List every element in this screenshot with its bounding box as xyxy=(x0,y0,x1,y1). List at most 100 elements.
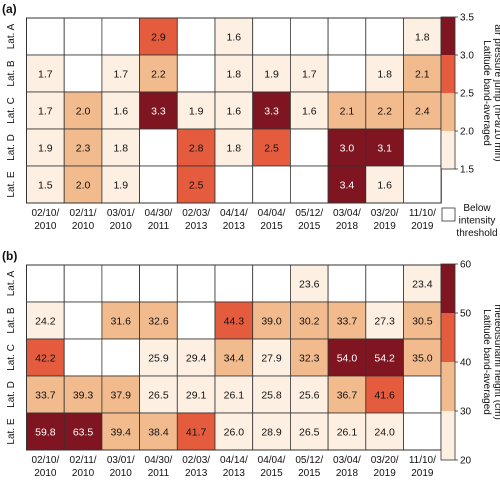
row-label: Lat. D xyxy=(6,134,17,161)
empty-cell xyxy=(403,128,442,167)
row-label: Lat. B xyxy=(6,307,17,333)
cell-value-label: 26.0 xyxy=(224,427,245,439)
cell-value-label: 63.5 xyxy=(73,427,94,439)
cell-value-label: 2.4 xyxy=(415,106,430,118)
column-label: 2018 xyxy=(336,221,359,232)
column-label: 2013 xyxy=(185,221,208,232)
cell-value-label: 1.7 xyxy=(113,69,128,81)
cell-value-label: 25.6 xyxy=(299,390,320,402)
empty-cell xyxy=(101,17,141,56)
cell-value-label: 3.3 xyxy=(264,106,279,118)
empty-cell xyxy=(139,128,178,167)
heatmap-cell xyxy=(365,301,404,340)
empty-cell xyxy=(139,264,178,303)
column-label: 11/10/ xyxy=(409,455,436,466)
cell-value-label: 33.7 xyxy=(337,316,358,328)
heatmap-cell xyxy=(289,375,329,414)
column-label: 05/12/ xyxy=(295,455,323,466)
heatmap-cell xyxy=(26,165,65,204)
cell-value-label: 30.2 xyxy=(299,316,320,328)
empty-cell xyxy=(139,165,178,204)
empty-cell xyxy=(403,375,442,414)
column-label: 03/01/ xyxy=(107,208,135,219)
cell-value-label: 1.6 xyxy=(302,106,317,118)
cell-value-label: 27.3 xyxy=(374,316,395,328)
heatmap-cell xyxy=(176,412,216,451)
colorbar-tick-label: 2.0 xyxy=(460,127,474,138)
empty-cell xyxy=(63,264,103,303)
heatmap-cell xyxy=(26,91,65,130)
heatmap-cell xyxy=(252,412,291,451)
column-label: 2019 xyxy=(411,221,434,232)
colorbar-tick-label: 2.5 xyxy=(460,89,474,100)
column-label: 02/10/ xyxy=(31,455,59,466)
empty-cell xyxy=(252,264,291,303)
cell-value-label: 1.8 xyxy=(227,69,242,81)
cell-value-label: 28.9 xyxy=(261,427,282,439)
cell-value-label: 2.8 xyxy=(189,143,204,155)
heatmap-cell xyxy=(365,165,404,204)
row-label: Lat. C xyxy=(6,97,17,124)
column-label: 2018 xyxy=(336,468,359,479)
row-label: Lat. E xyxy=(6,418,17,444)
heatmap-cell xyxy=(403,338,442,377)
cell-value-label: 2.3 xyxy=(76,143,91,155)
cell-value-label: 41.7 xyxy=(186,427,207,439)
heatmap-cell xyxy=(289,264,329,303)
heatmap-cell xyxy=(252,54,291,93)
empty-cell xyxy=(365,17,404,56)
column-label: 04/04/ xyxy=(258,455,286,466)
cell-value-label: 42.2 xyxy=(35,353,56,365)
cell-value-label: 2.0 xyxy=(76,106,91,118)
cell-value-label: 23.4 xyxy=(412,279,433,291)
column-label: 03/04/ xyxy=(333,208,361,219)
column-label: 2010 xyxy=(34,221,57,232)
empty-cell xyxy=(365,264,404,303)
heatmap-cell xyxy=(365,412,404,451)
cell-value-label: 32.6 xyxy=(148,316,169,328)
heatmap-cell xyxy=(139,338,178,377)
column-label: 04/14/ xyxy=(220,455,248,466)
heatmap-cell xyxy=(289,91,329,130)
cell-value-label: 25.9 xyxy=(148,353,169,365)
cell-value-label: 36.7 xyxy=(337,390,358,402)
colorbar-tick-label: 60 xyxy=(460,260,472,271)
heatmap-cell xyxy=(214,128,254,167)
cell-value-label: 38.4 xyxy=(148,427,169,439)
column-label: 2015 xyxy=(260,221,283,232)
heatmap-cell xyxy=(214,375,254,414)
cell-value-label: 3.4 xyxy=(340,180,355,192)
column-label: 2013 xyxy=(223,221,246,232)
empty-cell xyxy=(214,165,254,204)
column-label: 02/10/ xyxy=(31,208,59,219)
empty-cell xyxy=(176,17,216,56)
cell-value-label: 44.3 xyxy=(224,316,245,328)
cell-value-label: 54.2 xyxy=(374,353,395,365)
cell-value-label: 1.8 xyxy=(377,69,392,81)
colorbar-segment xyxy=(441,93,455,131)
column-label: 2019 xyxy=(374,221,397,232)
column-label: 2010 xyxy=(110,468,133,479)
empty-cell xyxy=(176,301,216,340)
empty-cell xyxy=(327,264,367,303)
heatmap-cell xyxy=(327,91,367,130)
empty-cell xyxy=(327,54,367,93)
heatmap-cell xyxy=(403,264,442,303)
cell-value-label: 2.2 xyxy=(151,69,166,81)
colorbar-segment xyxy=(441,131,455,169)
cell-value-label: 2.0 xyxy=(76,180,91,192)
heatmap-cell xyxy=(101,375,141,414)
cell-value-label: 39.0 xyxy=(261,316,282,328)
empty-cell xyxy=(63,338,103,377)
heatmap-cell xyxy=(139,301,178,340)
empty-cell xyxy=(26,264,65,303)
cell-value-label: 41.6 xyxy=(374,390,395,402)
empty-cell xyxy=(101,338,141,377)
empty-cell xyxy=(289,165,329,204)
heatmap-cell xyxy=(252,338,291,377)
column-label: 2010 xyxy=(72,221,95,232)
colorbar-title: air pressure jump (hPa/10 min) xyxy=(492,24,500,161)
column-label: 2010 xyxy=(110,221,133,232)
column-label: 04/04/ xyxy=(258,208,286,219)
column-label: 03/01/ xyxy=(107,455,135,466)
